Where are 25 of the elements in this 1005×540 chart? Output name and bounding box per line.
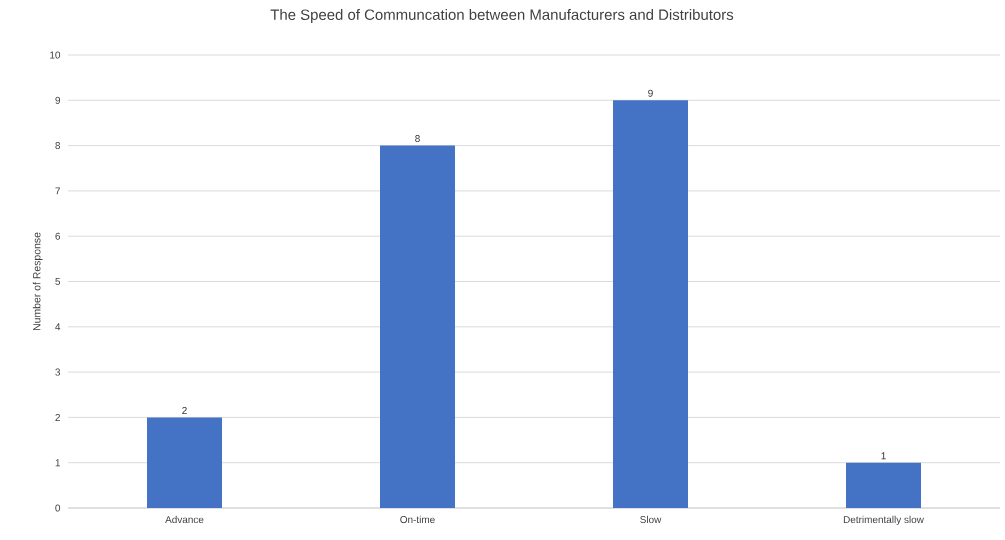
bar	[147, 417, 222, 508]
y-tick-label: 6	[55, 232, 61, 240]
x-tick-label: Advance	[165, 515, 204, 524]
y-tick-label: 2	[55, 413, 60, 421]
x-tick-label: On-time	[400, 515, 435, 524]
data-label: 1	[881, 452, 886, 460]
y-tick-label: 8	[55, 142, 61, 150]
data-label: 2	[182, 406, 187, 414]
y-tick-label: 1	[55, 459, 60, 467]
y-tick-label: 0	[55, 504, 61, 512]
y-tick-label: 3	[55, 368, 61, 376]
bar	[846, 462, 922, 508]
data-label: 8	[415, 135, 420, 143]
x-tick-label: Slow	[640, 515, 662, 524]
y-axis-title: Number of Response	[32, 232, 43, 331]
y-tick-label: 5	[55, 278, 61, 285]
y-tick-label: 7	[55, 187, 60, 195]
data-label: 9	[648, 89, 653, 97]
x-tick-label: Detrimentally slow	[843, 515, 924, 526]
y-tick-label: 9	[55, 96, 61, 104]
chart-title: The Speed of Communcation between Manufacturers and Distributors	[270, 9, 734, 23]
y-tick-label: 4	[55, 323, 61, 331]
bar	[380, 145, 455, 508]
y-tick-label: 10	[50, 51, 61, 59]
bar	[613, 100, 689, 508]
